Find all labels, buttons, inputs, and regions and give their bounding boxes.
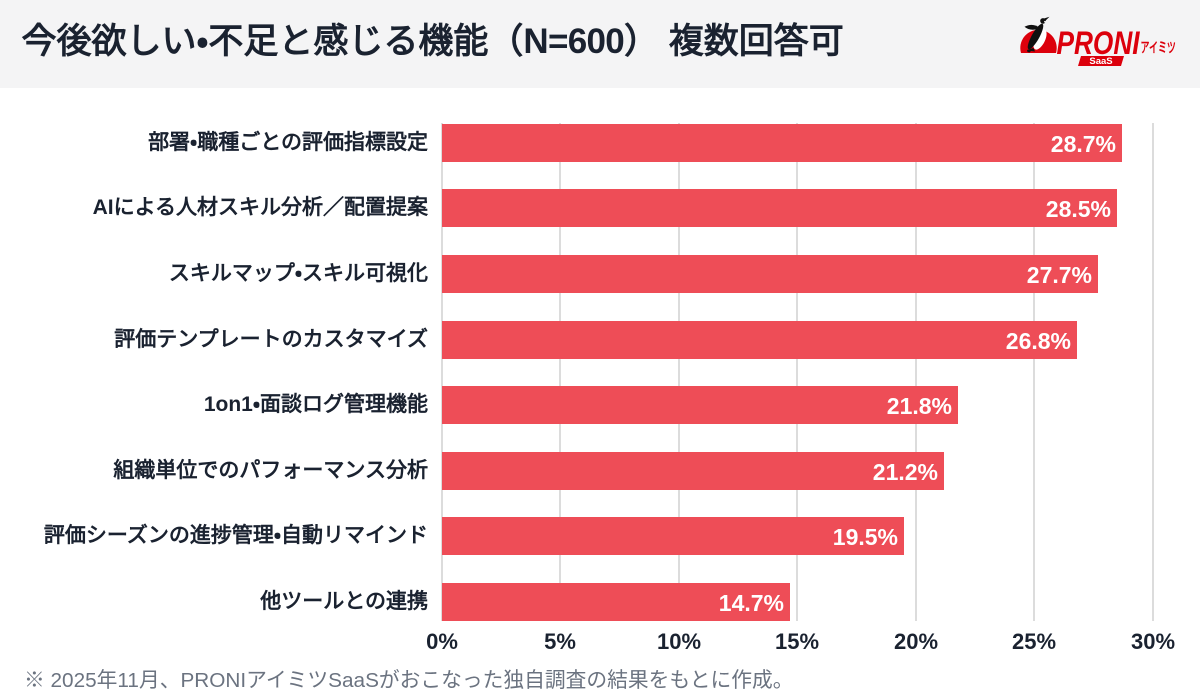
svg-text:PRONI: PRONI: [1057, 27, 1141, 62]
svg-text:SaaS: SaaS: [1089, 56, 1112, 67]
svg-text:アイミツ: アイミツ: [1141, 41, 1176, 56]
